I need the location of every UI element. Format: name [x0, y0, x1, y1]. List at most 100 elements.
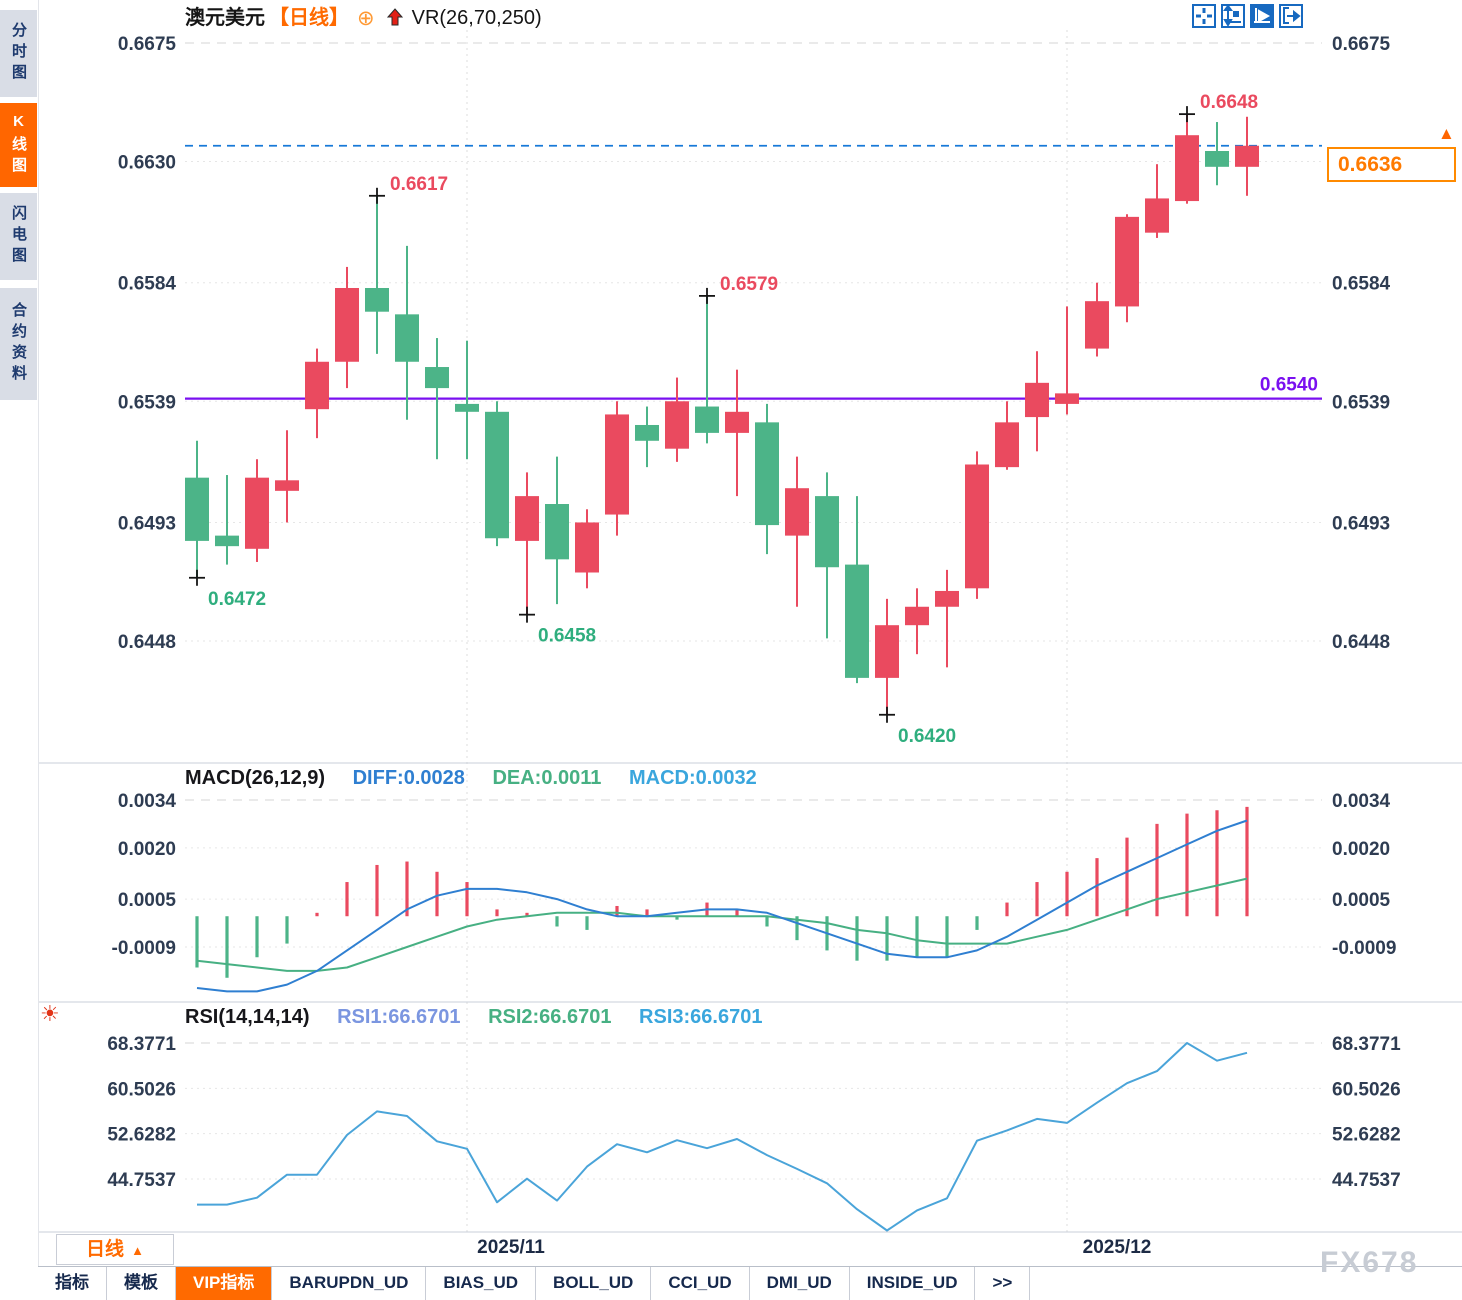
indicator-settings-sun-icon[interactable]: ☀: [40, 1001, 60, 1026]
y-axis-label-right: 44.7537: [1332, 1170, 1401, 1191]
candle-body: [245, 477, 269, 549]
candle-body: [1025, 382, 1049, 418]
bottom-tab-9[interactable]: INSIDE_UD: [849, 1267, 976, 1300]
price-up-arrow-icon: ▲: [1438, 124, 1455, 143]
candle-body: [395, 314, 419, 362]
rsi-legend: RSI(14,14,14) RSI1:66.6701 RSI2:66.6701 …: [185, 1006, 784, 1029]
bottom-tab-1[interactable]: 指标: [38, 1267, 107, 1300]
candle-body: [1055, 393, 1079, 404]
y-axis-label-left: 52.6282: [107, 1125, 176, 1146]
y-axis-label-left: 0.6448: [118, 632, 176, 653]
sidebar-tab-3[interactable]: 闪电图: [0, 193, 37, 280]
bottom-tab-4[interactable]: BARUPDN_UD: [272, 1267, 427, 1300]
macd-diff-line: [196, 819, 1248, 993]
indicator-tab-bar: 指标 模板 VIP指标 BARUPDN_UD BIAS_UD BOLL_UD CCI_UD D…: [38, 1266, 1462, 1300]
sidebar-tab-1[interactable]: 分时图: [0, 10, 37, 97]
candle-body: [1205, 151, 1229, 167]
rsi-line: [197, 1042, 1248, 1232]
period-tag: 【日线】: [269, 7, 349, 29]
candle-body: [665, 401, 689, 449]
rsi3-value: RSI3:66.6701: [639, 1006, 763, 1028]
y-axis-label-left: 0.6493: [118, 513, 176, 534]
candle-body: [215, 535, 239, 547]
y-axis-label-right: 0.6539: [1332, 392, 1390, 413]
period-selector[interactable]: 日线 ▲: [56, 1234, 174, 1265]
bottom-tab-5[interactable]: BIAS_UD: [426, 1267, 537, 1300]
y-axis-label-right: 0.6493: [1332, 513, 1390, 534]
x-axis-label-november: 2025/11: [477, 1237, 545, 1258]
macd-dea-line: [196, 877, 1248, 972]
candle-body: [1145, 198, 1169, 233]
y-axis-label-right: 0.0020: [1332, 839, 1390, 860]
candle-body: [725, 411, 749, 433]
y-axis-label-left: 0.0005: [118, 890, 177, 911]
y-axis-label-right: -0.0009: [1332, 938, 1396, 959]
price-annotation: 0.6420: [898, 726, 956, 747]
price-annotation: 0.6472: [208, 589, 266, 610]
sidebar-tab-4[interactable]: 合约资料: [0, 288, 37, 400]
watermark: FX678: [1320, 1246, 1419, 1279]
period-selector-label: 日线: [86, 1239, 125, 1260]
chart-toolbar: [1192, 4, 1303, 28]
candle-body: [965, 464, 989, 589]
candle-body: [1175, 135, 1199, 202]
y-axis-label-left: 44.7537: [107, 1170, 176, 1191]
candle-body: [635, 424, 659, 441]
support-line-label: 0.6540: [1260, 375, 1318, 396]
candle-body: [335, 287, 359, 362]
bottom-tab-2[interactable]: 模板: [107, 1267, 176, 1300]
candle-body: [1115, 216, 1139, 307]
red-up-arrow-icon: [386, 8, 403, 26]
axis-zoom-icon[interactable]: [1221, 4, 1245, 28]
period-selector-arrow-icon: ▲: [131, 1243, 144, 1258]
candle-body: [845, 564, 869, 678]
candle-body: [785, 488, 809, 536]
y-axis-label-left: 0.6584: [118, 274, 177, 295]
candle-body: [365, 287, 389, 312]
y-axis-label-right: 52.6282: [1332, 1125, 1401, 1146]
y-axis-label-left: 68.3771: [107, 1034, 176, 1055]
bottom-tab-3[interactable]: VIP指标: [176, 1267, 273, 1300]
y-axis-label-right: 0.6584: [1332, 274, 1391, 295]
y-axis-label-right: 0.6448: [1332, 632, 1390, 653]
candle-body: [935, 590, 959, 607]
candle-body: [305, 361, 329, 410]
price-annotation: 0.6648: [1200, 92, 1258, 113]
macd-macd-value: MACD:0.0032: [628, 767, 757, 789]
y-axis-label-left: 0.0034: [118, 791, 177, 812]
target-circle-icon[interactable]: ⊕: [357, 7, 375, 30]
rsi1-value: RSI1:66.6701: [337, 1006, 461, 1028]
candle-body: [605, 414, 629, 515]
auto-scroll-icon[interactable]: [1250, 4, 1274, 28]
candle-body: [695, 406, 719, 433]
candle-body: [515, 496, 539, 541]
candle-body: [1235, 145, 1259, 167]
y-axis-label-right: 60.5026: [1332, 1079, 1401, 1100]
bottom-tab-6[interactable]: BOLL_UD: [536, 1267, 652, 1300]
y-axis-label-left: -0.0009: [112, 938, 176, 959]
y-axis-label-right: 0.6675: [1332, 34, 1391, 55]
bottom-tab-7[interactable]: CCI_UD: [651, 1267, 750, 1300]
rsi2-value: RSI2:66.6701: [488, 1006, 612, 1028]
y-axis-label-right: 0.0005: [1332, 890, 1391, 911]
sidebar-tab-2[interactable]: K线图: [0, 103, 37, 187]
candle-body: [875, 625, 899, 678]
candle-body: [1085, 301, 1109, 349]
y-axis-label-right: 68.3771: [1332, 1034, 1401, 1055]
candle-body: [425, 367, 449, 389]
chart-header: 澳元美元 【日线】 ⊕ VR(26,70,250): [185, 3, 542, 33]
bottom-tab-10[interactable]: >>: [975, 1267, 1031, 1300]
rsi-params-label: RSI(14,14,14): [185, 1006, 310, 1028]
price-annotation: 0.6458: [538, 626, 596, 647]
candle-body: [455, 403, 479, 412]
shift-right-icon[interactable]: [1279, 4, 1303, 28]
y-axis-label-left: 0.0020: [118, 839, 176, 860]
bottom-tab-8[interactable]: DMI_UD: [749, 1267, 850, 1300]
candle-body: [815, 496, 839, 568]
crosshair-pan-icon[interactable]: [1192, 4, 1216, 28]
candle-body: [755, 422, 779, 526]
y-axis-label-left: 0.6675: [118, 34, 177, 55]
overlay-indicator-label: VR(26,70,250): [411, 7, 542, 29]
